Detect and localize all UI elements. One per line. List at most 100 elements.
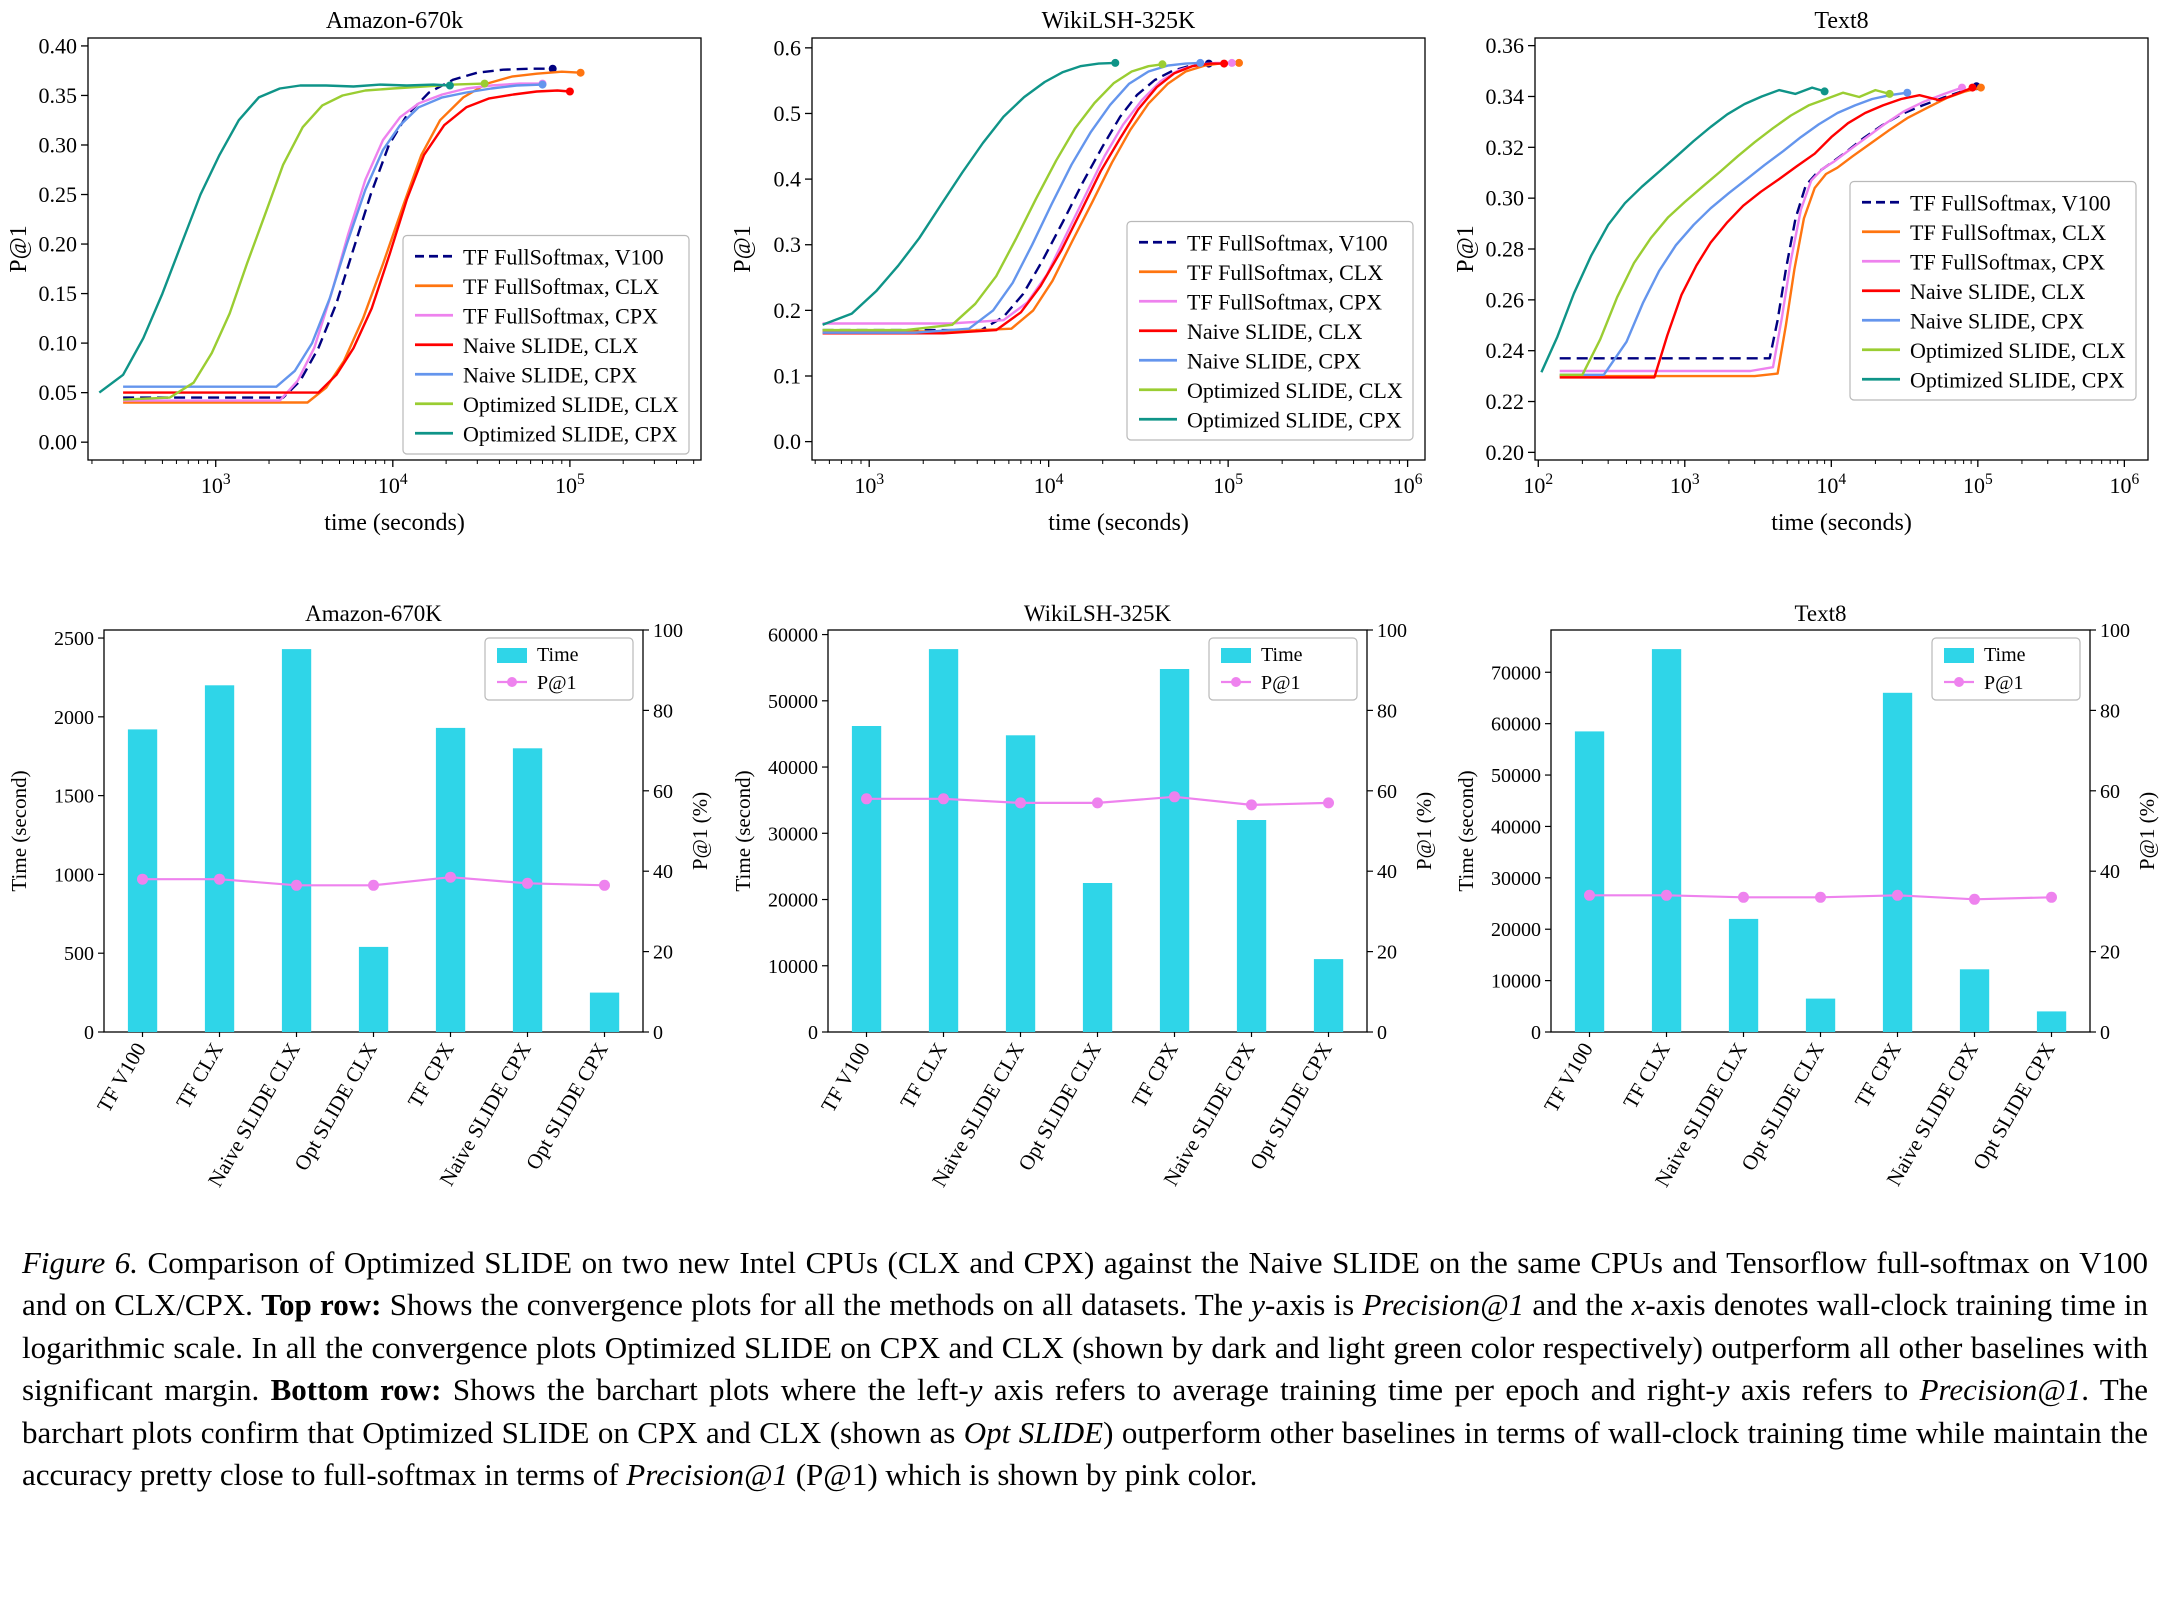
convergence-chart-amazon-670k: Amazon-670k 0.00 0.05 0.10 0.15 0.20 0.25 0.30 0… bbox=[6, 8, 702, 536]
svg-text:Amazon-670k: Amazon-670k bbox=[326, 8, 463, 34]
caption-segment: Precision@1 bbox=[626, 1457, 788, 1493]
svg-text:100: 100 bbox=[2100, 620, 2130, 642]
svg-text:Time (second): Time (second) bbox=[7, 770, 31, 891]
svg-text:20000: 20000 bbox=[1491, 919, 1541, 941]
barchart-plots-row: Amazon-670K 0 500 1000 1500 2000 2500 0 20 40 60 80… bbox=[0, 600, 2170, 1212]
svg-text:Naive SLIDE, CLX: Naive SLIDE, CLX bbox=[1910, 279, 2085, 304]
svg-text:102: 102 bbox=[1523, 471, 1553, 498]
bar-chart-text8: Text8 0 10000 20000 30000 40000 50000 60000 7000… bbox=[1454, 601, 2159, 1191]
svg-text:P@1 (%): P@1 (%) bbox=[688, 792, 712, 870]
caption-segment: Comparison of Optimized SLIDE on two new… bbox=[22, 1245, 2148, 1323]
svg-text:TF FullSoftmax, CLX: TF FullSoftmax, CLX bbox=[1187, 260, 1383, 285]
svg-text:TF FullSoftmax, V100: TF FullSoftmax, V100 bbox=[1187, 230, 1388, 255]
caption-segment: Shows the barchart plots where the left- bbox=[441, 1372, 969, 1408]
svg-text:time (seconds): time (seconds) bbox=[324, 510, 465, 536]
svg-text:40: 40 bbox=[653, 861, 673, 883]
svg-text:20: 20 bbox=[2100, 942, 2120, 964]
svg-text:80: 80 bbox=[2100, 700, 2120, 722]
caption-segment: Shows the convergence plots for all the … bbox=[381, 1287, 1252, 1323]
svg-text:1000: 1000 bbox=[54, 864, 94, 886]
caption-segment: Precision@1 bbox=[1919, 1372, 2082, 1408]
svg-text:500: 500 bbox=[64, 943, 94, 965]
svg-text:TF FullSoftmax, CPX: TF FullSoftmax, CPX bbox=[1187, 289, 1382, 314]
svg-text:0.26: 0.26 bbox=[1486, 287, 1525, 312]
svg-text:40: 40 bbox=[1377, 861, 1397, 883]
svg-text:Opt SLIDE CLX: Opt SLIDE CLX bbox=[1013, 1039, 1106, 1175]
svg-text:20000: 20000 bbox=[768, 890, 818, 912]
svg-text:0.15: 0.15 bbox=[39, 281, 78, 306]
caption-segment: -axis is bbox=[1265, 1287, 1363, 1323]
svg-text:50000: 50000 bbox=[768, 691, 818, 713]
svg-text:60000: 60000 bbox=[1491, 714, 1541, 736]
svg-text:103: 103 bbox=[201, 471, 231, 498]
svg-text:10000: 10000 bbox=[1491, 971, 1541, 993]
svg-text:Time: Time bbox=[1984, 644, 2026, 666]
svg-text:30000: 30000 bbox=[1491, 868, 1541, 890]
svg-text:TF CPX: TF CPX bbox=[1850, 1039, 1906, 1112]
svg-text:Optimized SLIDE, CLX: Optimized SLIDE, CLX bbox=[1187, 378, 1403, 403]
svg-text:0.30: 0.30 bbox=[39, 132, 78, 157]
convergence-plots-row: Amazon-670k 0.00 0.05 0.10 0.15 0.20 0.25 0.30 0… bbox=[0, 8, 2170, 544]
svg-text:0: 0 bbox=[2100, 1022, 2110, 1044]
svg-text:80: 80 bbox=[1377, 700, 1397, 722]
svg-text:20: 20 bbox=[653, 942, 673, 964]
svg-text:P@1 (%): P@1 (%) bbox=[1412, 792, 1436, 870]
svg-text:0.2: 0.2 bbox=[773, 298, 801, 323]
caption-segment: Bottom row: bbox=[270, 1372, 442, 1408]
svg-text:TF V100: TF V100 bbox=[816, 1039, 875, 1117]
svg-text:0: 0 bbox=[84, 1022, 94, 1044]
caption-segment: y bbox=[1715, 1372, 1730, 1408]
svg-text:0.36: 0.36 bbox=[1486, 33, 1525, 58]
svg-text:0: 0 bbox=[808, 1022, 818, 1044]
svg-text:TF FullSoftmax, CLX: TF FullSoftmax, CLX bbox=[1910, 220, 2106, 245]
svg-text:P@1: P@1 bbox=[6, 225, 32, 272]
svg-text:time (seconds): time (seconds) bbox=[1048, 510, 1189, 536]
svg-text:0.4: 0.4 bbox=[773, 167, 801, 192]
svg-text:P@1: P@1 bbox=[537, 672, 577, 694]
svg-text:0.1: 0.1 bbox=[773, 363, 801, 388]
svg-text:TF CPX: TF CPX bbox=[1126, 1039, 1182, 1112]
svg-text:Opt SLIDE CLX: Opt SLIDE CLX bbox=[1736, 1039, 1829, 1175]
svg-text:TF CLX: TF CLX bbox=[895, 1039, 952, 1113]
svg-text:Naive SLIDE, CPX: Naive SLIDE, CPX bbox=[463, 362, 637, 387]
paper-figure-page: { "chart_data": [ { "type": "line", "tit… bbox=[0, 8, 2170, 1493]
caption-segment: ) outperform other baselines in terms of… bbox=[22, 1414, 2148, 1493]
svg-text:Opt SLIDE CPX: Opt SLIDE CPX bbox=[1968, 1039, 2060, 1174]
svg-text:20: 20 bbox=[1377, 942, 1397, 964]
svg-text:1500: 1500 bbox=[54, 786, 94, 808]
svg-text:0.25: 0.25 bbox=[39, 182, 78, 207]
svg-text:105: 105 bbox=[1213, 471, 1243, 498]
svg-text:P@1: P@1 bbox=[730, 225, 756, 272]
bar-chart-wikilsh-325k: WikiLSH-325K 0 10000 20000 30000 40000 50000 60… bbox=[731, 601, 1436, 1191]
svg-text:0: 0 bbox=[1377, 1022, 1387, 1044]
svg-text:0.35: 0.35 bbox=[39, 83, 78, 108]
svg-text:0.0: 0.0 bbox=[773, 429, 801, 454]
caption-segment: x bbox=[1631, 1287, 1646, 1323]
svg-text:Text8: Text8 bbox=[1794, 601, 1846, 626]
caption-segment: axis refers to bbox=[1729, 1372, 1920, 1408]
svg-text:Opt SLIDE CPX: Opt SLIDE CPX bbox=[1244, 1039, 1336, 1174]
caption-segment: and the bbox=[1524, 1287, 1632, 1323]
convergence-chart-wikilsh-325k: WikiLSH-325K 0.0 0.1 0.2 0.3 0.4 0.5 0.6 103 104 1… bbox=[730, 8, 1426, 536]
svg-text:106: 106 bbox=[1392, 471, 1422, 498]
svg-text:40000: 40000 bbox=[768, 757, 818, 779]
svg-text:0.24: 0.24 bbox=[1486, 338, 1525, 363]
svg-text:0.05: 0.05 bbox=[39, 380, 78, 405]
svg-text:Naive SLIDE, CLX: Naive SLIDE, CLX bbox=[463, 333, 638, 358]
svg-text:50000: 50000 bbox=[1491, 765, 1541, 787]
svg-text:TF FullSoftmax, V100: TF FullSoftmax, V100 bbox=[463, 244, 664, 269]
convergence-chart-text8: Text8 0.20 0.22 0.24 0.26 0.28 0.30 0.32 0.34 0.3… bbox=[1453, 8, 2149, 536]
svg-text:P@1 (%): P@1 (%) bbox=[2135, 792, 2159, 870]
svg-text:100: 100 bbox=[653, 620, 683, 642]
svg-text:103: 103 bbox=[1670, 471, 1700, 498]
svg-text:40000: 40000 bbox=[1491, 816, 1541, 838]
caption-segment: Top row: bbox=[261, 1287, 382, 1323]
svg-text:WikiLSH-325K: WikiLSH-325K bbox=[1041, 8, 1195, 34]
svg-text:0.30: 0.30 bbox=[1486, 186, 1525, 211]
svg-text:70000: 70000 bbox=[1491, 662, 1541, 684]
svg-text:60: 60 bbox=[653, 781, 673, 803]
svg-text:103: 103 bbox=[854, 471, 884, 498]
svg-text:0.28: 0.28 bbox=[1486, 237, 1525, 262]
caption-segment: Figure 6. bbox=[22, 1245, 138, 1280]
svg-text:TF FullSoftmax, CPX: TF FullSoftmax, CPX bbox=[463, 303, 658, 328]
